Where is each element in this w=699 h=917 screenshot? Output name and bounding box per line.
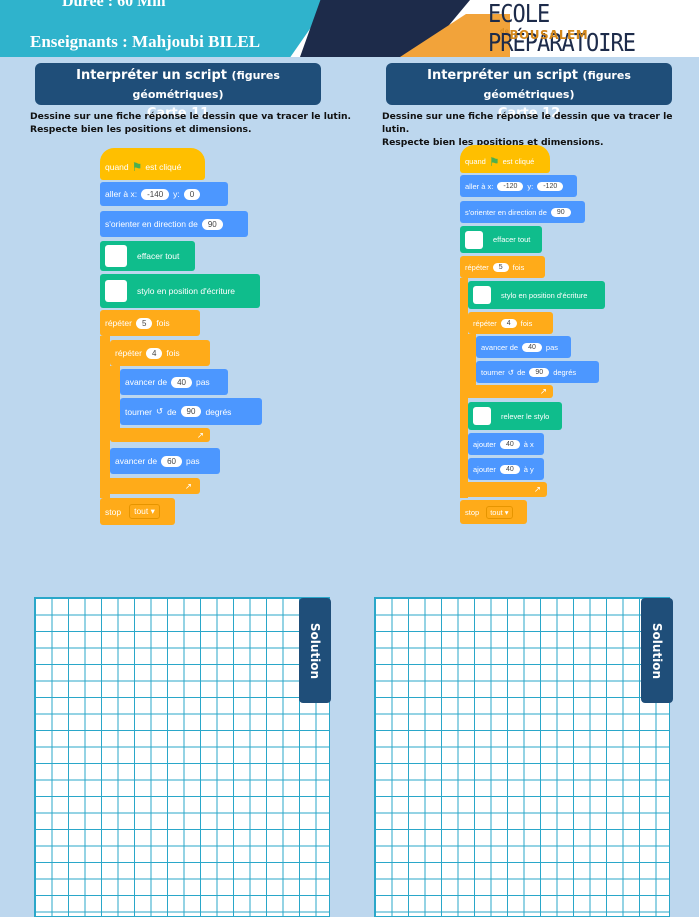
- stop-dropdown[interactable]: tout ▾: [129, 504, 160, 519]
- stop-block[interactable]: stop tout ▾: [460, 500, 527, 524]
- repeat-inner-end: ↗: [110, 428, 210, 442]
- header-teal-band: [0, 0, 330, 57]
- card12-instructions: Dessine sur une fiche réponse le dessin …: [382, 111, 673, 148]
- repeat-inner-arm: [468, 334, 476, 398]
- card11-instructions: Dessine sur une fiche réponse le dessin …: [30, 111, 351, 135]
- answer-grid-card12[interactable]: [374, 597, 670, 917]
- point-direction-block[interactable]: s'orienter en direction de 90: [100, 211, 248, 237]
- answer-grid-card11[interactable]: [34, 597, 330, 917]
- turn-block[interactable]: tourner ↺ de 90 degrés: [120, 398, 262, 425]
- school-name: ECOLE PRÉPARATOIRE: [488, 0, 636, 57]
- rotate-left-icon: ↺: [507, 367, 515, 377]
- solution-tab-card12[interactable]: Solution: [641, 598, 673, 703]
- goto-xy-block[interactable]: aller à x: -140 y: 0: [100, 182, 228, 206]
- green-flag-icon: ⚑: [488, 154, 500, 169]
- solution-tab-card11[interactable]: Solution: [299, 598, 331, 703]
- turn-block[interactable]: tourner ↺ de 90 degrés: [476, 361, 599, 383]
- repeat-outer-end: ↗: [460, 482, 547, 497]
- change-y-block[interactable]: ajouter 40 à y: [468, 458, 544, 480]
- change-x-block[interactable]: ajouter 40 à x: [468, 433, 544, 455]
- repeat-outer-arm: [100, 336, 110, 498]
- loop-arrow-icon: ↗: [539, 386, 547, 396]
- pen-down-block[interactable]: ✎ stylo en position d'écriture: [100, 274, 260, 308]
- repeat-outer-end: ↗: [100, 478, 200, 494]
- stop-dropdown[interactable]: tout ▾: [486, 505, 513, 519]
- school-subtitle: deBOUSALEM: [500, 28, 589, 42]
- pen-icon: ✎: [473, 286, 491, 304]
- pen-up-block[interactable]: ✎ relever le stylo: [468, 402, 562, 430]
- rotate-left-icon: ↺: [155, 406, 164, 416]
- move-steps-block[interactable]: avancer de 40 pas: [120, 369, 228, 395]
- repeat-outer-block[interactable]: répéter 5 fois: [100, 310, 200, 336]
- card12-title: Interpréter un script (figures géométriq…: [386, 63, 672, 121]
- duration-label: Durée : 60 Min: [62, 0, 166, 10]
- repeat-inner-block[interactable]: répéter 4 fois: [110, 340, 210, 366]
- pen-icon: ✎: [105, 245, 127, 267]
- clear-block[interactable]: ✎ effacer tout: [460, 226, 542, 253]
- repeat-inner-block[interactable]: répéter 4 fois: [468, 312, 553, 334]
- goto-xy-block[interactable]: aller à x: -120 y: -120: [460, 175, 577, 197]
- repeat-inner-arm: [110, 366, 120, 440]
- repeat-inner-end: ↗: [468, 385, 553, 398]
- stop-block[interactable]: stop tout ▾: [100, 498, 175, 525]
- page-header: Durée : 60 Min Enseignants : Mahjoubi BI…: [0, 0, 699, 57]
- green-flag-icon: ⚑: [131, 160, 143, 174]
- when-flag-clicked-block[interactable]: quand ⚑ est cliqué: [100, 148, 205, 180]
- pen-icon: ✎: [473, 407, 491, 425]
- pen-icon: ✎: [465, 230, 483, 249]
- loop-arrow-icon: ↗: [196, 429, 204, 440]
- loop-arrow-icon: ↗: [184, 480, 192, 491]
- point-direction-block[interactable]: s'orienter en direction de 90: [460, 201, 585, 223]
- move-steps-block-2[interactable]: avancer de 60 pas: [110, 448, 220, 474]
- clear-block[interactable]: ✎ effacer tout: [100, 241, 195, 271]
- when-flag-clicked-block[interactable]: quand ⚑ est cliqué: [460, 145, 550, 173]
- repeat-outer-arm: [460, 278, 468, 498]
- move-steps-block[interactable]: avancer de 40 pas: [476, 336, 571, 358]
- pen-icon: ✎: [105, 280, 127, 302]
- card11-title: Interpréter un script (figures géométriq…: [35, 63, 321, 121]
- loop-arrow-icon: ↗: [533, 484, 541, 494]
- pen-down-block[interactable]: ✎ stylo en position d'écriture: [468, 281, 605, 309]
- teachers-label: Enseignants : Mahjoubi BILEL: [30, 32, 261, 51]
- repeat-outer-block[interactable]: répéter 5 fois: [460, 256, 545, 278]
